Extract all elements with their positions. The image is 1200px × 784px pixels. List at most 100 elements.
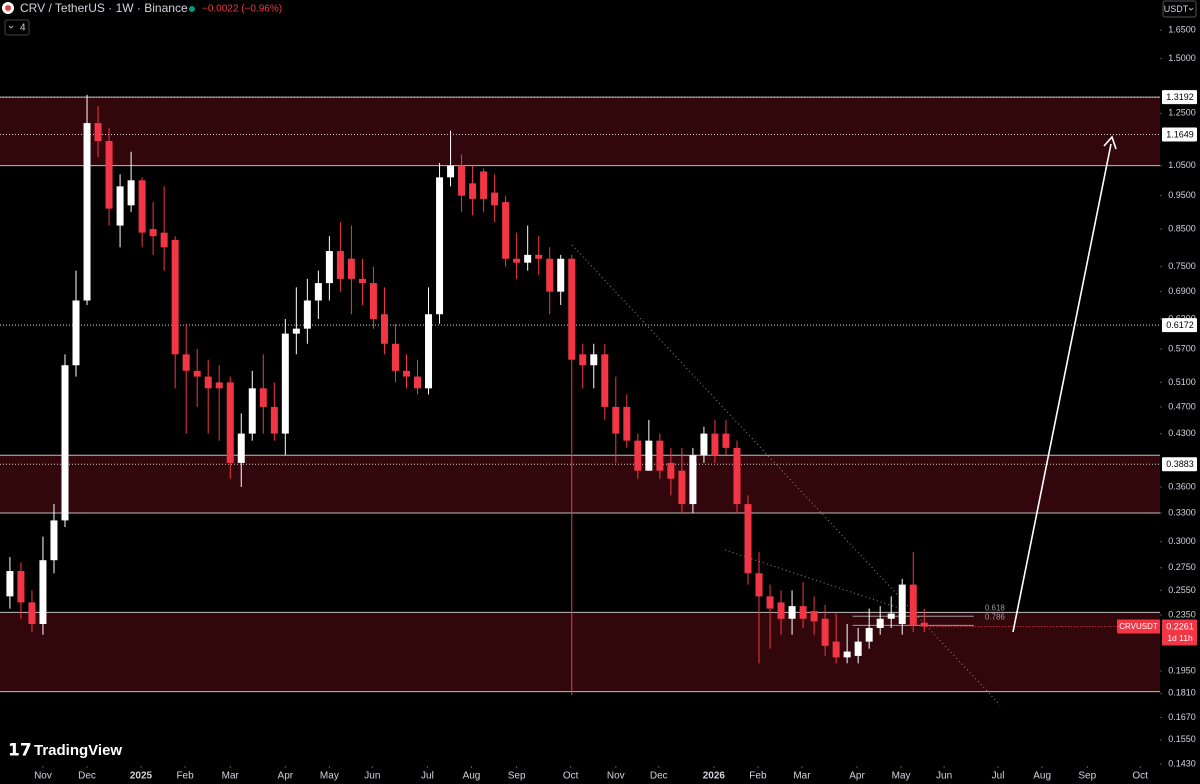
candle-body bbox=[303, 300, 311, 329]
candle-body bbox=[72, 300, 80, 366]
level-tag bbox=[1162, 457, 1197, 472]
candle-body bbox=[39, 560, 47, 624]
x-tick-label: Sep bbox=[508, 771, 526, 782]
candle-body bbox=[568, 258, 576, 360]
brand: TradingView bbox=[34, 742, 122, 759]
candle-body bbox=[645, 440, 653, 471]
candle-body bbox=[546, 258, 554, 292]
y-tick-label: 0.2750 bbox=[1168, 562, 1196, 572]
candle-body bbox=[887, 613, 895, 619]
candle-body bbox=[590, 354, 598, 366]
candle-body bbox=[369, 283, 377, 319]
candle-body bbox=[314, 283, 322, 301]
trendline bbox=[571, 244, 1001, 706]
y-tick-label: 0.7500 bbox=[1168, 261, 1196, 271]
candle-body bbox=[193, 370, 201, 377]
candle-body bbox=[358, 278, 366, 284]
indicator-count: 4 bbox=[20, 23, 26, 34]
y-tick-label: 0.4300 bbox=[1168, 428, 1196, 438]
candle-body bbox=[601, 354, 609, 407]
x-tick-label: Aug bbox=[1033, 771, 1051, 782]
candle-body bbox=[171, 239, 179, 355]
candle-body bbox=[766, 596, 774, 609]
candle-body bbox=[524, 254, 532, 263]
candle-body bbox=[414, 376, 422, 389]
level-tag bbox=[1162, 90, 1197, 105]
candle-body bbox=[755, 573, 763, 597]
chart-title: CRV / TetherUS · 1W · Binance bbox=[20, 1, 188, 15]
candle-body bbox=[237, 433, 245, 463]
price-change: −0.0022 (−0.96%) bbox=[202, 4, 282, 15]
x-tick-label: 2025 bbox=[130, 771, 153, 782]
currency-button[interactable] bbox=[1162, 0, 1197, 18]
level-tag-label: 1.1649 bbox=[1166, 129, 1194, 139]
candle-body bbox=[623, 406, 631, 441]
candle-body bbox=[281, 333, 289, 434]
candle-body bbox=[116, 186, 124, 226]
candle-body bbox=[28, 602, 36, 624]
candle-body bbox=[215, 382, 223, 389]
countdown: 1d 11h bbox=[1167, 633, 1193, 643]
x-tick-label: Aug bbox=[463, 771, 481, 782]
candle-body bbox=[909, 584, 917, 626]
x-tick-label: Dec bbox=[78, 771, 96, 782]
fib-label: 0.786 bbox=[985, 612, 1006, 621]
x-tick-label: Feb bbox=[749, 771, 767, 782]
y-tick-label: 0.6900 bbox=[1168, 286, 1196, 296]
x-tick-label: Jul bbox=[992, 771, 1005, 782]
x-tick-label: Sep bbox=[1078, 771, 1096, 782]
x-tick-label: Oct bbox=[563, 771, 579, 782]
x-tick-label: Nov bbox=[34, 771, 52, 782]
y-tick-label: 1.6500 bbox=[1168, 24, 1196, 34]
level-tag-label: 0.6172 bbox=[1166, 320, 1194, 330]
y-tick-label: 0.3300 bbox=[1168, 507, 1196, 517]
y-tick-label: 0.2350 bbox=[1168, 609, 1196, 619]
fib-label: 0.618 bbox=[985, 603, 1006, 612]
chevron bbox=[8, 25, 14, 29]
candle-body bbox=[480, 171, 488, 199]
candle-body bbox=[259, 388, 267, 407]
y-tick-label: 0.1430 bbox=[1168, 758, 1196, 768]
candle-body bbox=[656, 440, 664, 471]
support-zone bbox=[0, 612, 1160, 692]
price-tag bbox=[1162, 619, 1197, 646]
support-zone bbox=[0, 97, 1160, 166]
candle-body bbox=[50, 520, 58, 561]
indicator-toggle[interactable] bbox=[4, 19, 30, 36]
candle-body bbox=[920, 622, 928, 627]
candle-body bbox=[898, 584, 906, 624]
candle-body bbox=[876, 618, 884, 628]
x-tick-label: Dec bbox=[650, 771, 668, 782]
y-tick-label: 0.3600 bbox=[1168, 481, 1196, 491]
candle-body bbox=[799, 606, 807, 619]
level-tag bbox=[1162, 127, 1197, 142]
candle-body bbox=[832, 641, 840, 658]
currency: USDT bbox=[1164, 4, 1189, 14]
candle-body bbox=[248, 388, 256, 434]
candle-body bbox=[182, 354, 190, 371]
candle-body bbox=[347, 258, 355, 279]
x-tick-label: Apr bbox=[278, 771, 294, 782]
candle-body bbox=[469, 183, 477, 199]
candle-body bbox=[843, 651, 851, 658]
x-tick-label: Apr bbox=[849, 771, 865, 782]
y-tick-label: 0.3000 bbox=[1168, 536, 1196, 546]
candle-body bbox=[579, 354, 587, 366]
candle-body bbox=[83, 123, 91, 301]
symbol-logo-dot bbox=[5, 5, 11, 11]
candle-body bbox=[6, 571, 14, 597]
candle-body bbox=[402, 370, 410, 377]
candle-body bbox=[788, 606, 796, 619]
axes: 1.6500 1.5000 1.2500 1.0500 0.9500 0.8500 0.75… bbox=[34, 24, 1197, 782]
candles bbox=[6, 94, 1160, 695]
candle-body bbox=[270, 406, 278, 434]
support-zone bbox=[0, 455, 1160, 514]
market-status bbox=[189, 6, 195, 12]
y-tick-label: 0.1950 bbox=[1168, 665, 1196, 675]
candle-body bbox=[226, 382, 234, 463]
y-tick-label: 0.5100 bbox=[1168, 377, 1196, 387]
level-tag bbox=[1162, 318, 1197, 333]
candle-body bbox=[865, 627, 873, 642]
x-tick-label: May bbox=[320, 771, 339, 782]
